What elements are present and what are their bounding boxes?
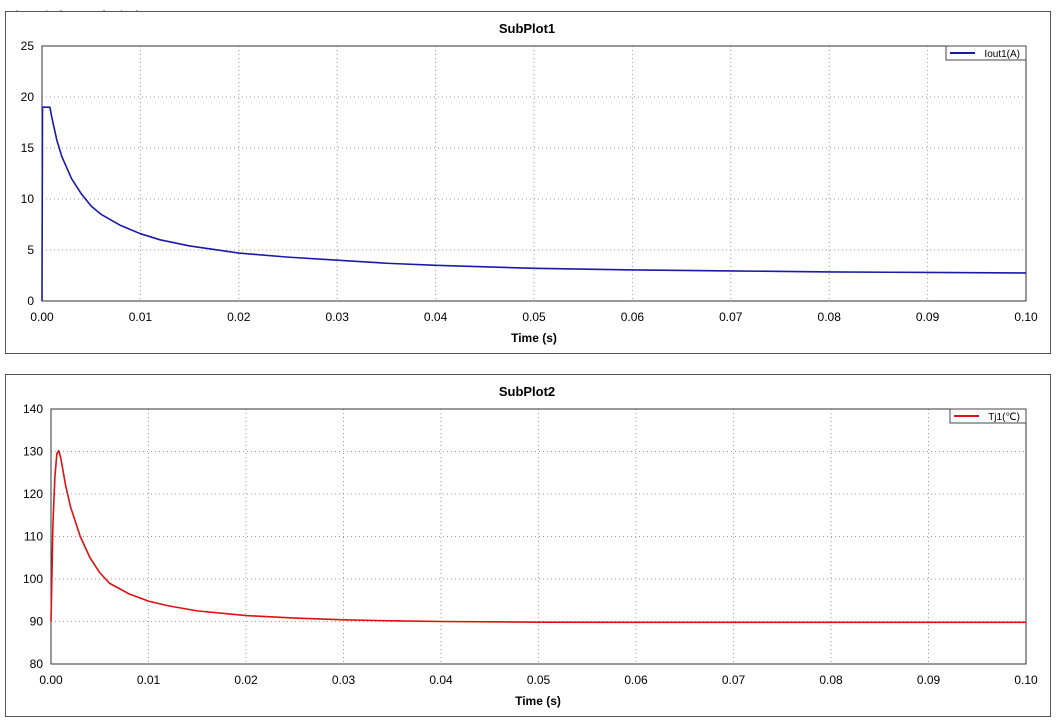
y-tick-label: 120 (23, 487, 43, 501)
x-tick-label: 0.02 (227, 310, 251, 324)
x-tick-label: 0.09 (917, 673, 941, 687)
x-tick-label: 0.04 (424, 310, 448, 324)
series-line-tj1- (50, 449, 1026, 624)
y-tick-label: 15 (21, 141, 35, 155)
y-tick-label: 130 (23, 445, 43, 459)
x-tick-label: 0.03 (326, 310, 350, 324)
subplot-1-plot-area (41, 45, 1027, 302)
x-tick-label: 0.02 (234, 673, 258, 687)
series-line-iout1-a- (41, 106, 1027, 302)
x-tick-label: 0.00 (30, 310, 54, 324)
x-tick-label: 0.07 (719, 310, 743, 324)
subplot-1-title: SubPlot1 (499, 21, 555, 36)
x-tick-label: 0.06 (624, 673, 648, 687)
subplot-2-panel (5, 374, 1051, 717)
subplot-1-x-ticks: 0.00 0.01 0.02 0.03 0.04 0.05 0.06 0.07 0.08 0.09… (30, 310, 1038, 324)
y-tick-label: 110 (24, 530, 43, 544)
subplot-1-legend-box (945, 45, 1027, 61)
subplot-2-gridlines (51, 409, 1026, 664)
y-tick-label: 10 (21, 192, 35, 206)
subplot-2-x-axis-label: Time (s) (515, 694, 561, 708)
x-tick-label: 0.04 (429, 673, 453, 687)
x-tick-label: 0.07 (722, 673, 746, 687)
x-tick-label: 0.03 (332, 673, 356, 687)
x-tick-label: 0.06 (621, 310, 645, 324)
x-tick-label: 0.05 (522, 310, 546, 324)
x-tick-label: 0.01 (137, 673, 161, 687)
subplot-2-legend: Tj1(℃) (949, 408, 1027, 424)
subplot-2-plot-area (50, 408, 1027, 665)
subplot-1-x-axis-label: Time (s) (511, 331, 557, 345)
x-tick-label: 0.05 (527, 673, 551, 687)
subplot-1-legend: Iout1(A) (945, 45, 1027, 61)
x-tick-label: 0.09 (916, 310, 940, 324)
subplot-1-panel (5, 11, 1051, 354)
subplot-1-gridlines (42, 46, 1026, 301)
x-tick-label: 0.08 (819, 673, 843, 687)
subplot-2-title: SubPlot2 (499, 384, 555, 399)
subplot-2-legend-box (949, 408, 1027, 424)
subplot-2-series (50, 449, 1026, 624)
y-tick-label: 0 (27, 294, 34, 308)
watermark-site-name: 中国汽车工程师之家 (10, 11, 145, 27)
x-tick-label: 0.08 (818, 310, 842, 324)
x-tick-label: 0.01 (129, 310, 153, 324)
y-tick-label: 90 (30, 615, 44, 629)
subplot-1-legend-label: Iout1(A) (984, 49, 1020, 60)
y-tick-label: 100 (23, 572, 43, 586)
subplot-2-x-ticks: 0.00 0.01 0.02 0.03 0.04 0.05 0.06 0.07 0.08 0.09… (39, 673, 1038, 687)
subplot-2-y-ticks: 80 90 100 110 120 130 140 (23, 402, 43, 671)
x-tick-label: 0.10 (1014, 310, 1038, 324)
y-tick-label: 140 (23, 402, 43, 416)
y-tick-label: 20 (21, 90, 35, 104)
subplot-2-legend-label: Tj1(℃) (988, 412, 1020, 423)
subplot-1-series (41, 106, 1027, 302)
y-tick-label: 80 (30, 657, 44, 671)
x-tick-label: 0.00 (39, 673, 63, 687)
y-tick-label: 5 (27, 243, 34, 257)
watermark-url: www.cartech8.com (10, 30, 145, 46)
x-tick-label: 0.10 (1014, 673, 1038, 687)
